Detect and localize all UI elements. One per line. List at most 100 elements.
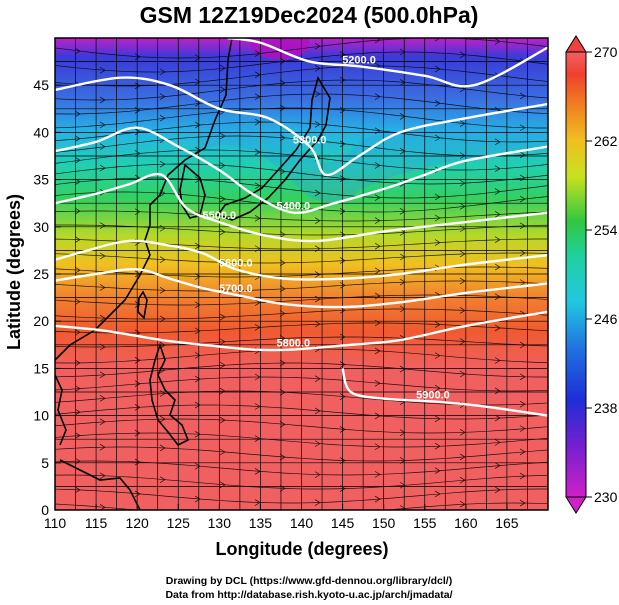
wind-arrow [374, 443, 381, 451]
wind-arrow [219, 416, 226, 424]
wind-arrow [134, 301, 141, 308]
wind-arrow [314, 217, 321, 225]
wind-arrow [399, 180, 406, 187]
wind-arrow [279, 134, 286, 142]
x-tick-label: 120 [125, 515, 149, 531]
wind-arrow [219, 64, 226, 72]
wind-arrow [194, 462, 201, 470]
colorbar-min-triangle [565, 496, 587, 514]
wind-arrow [519, 222, 526, 230]
wind-arrow [339, 426, 346, 433]
x-tick-label: 135 [249, 515, 273, 531]
colorbar-labels: 270 262 254 246 238 230 [586, 44, 618, 505]
wind-arrow [194, 242, 201, 250]
x-tick-label: 125 [167, 515, 191, 531]
wind-arrow [219, 132, 226, 140]
x-tick-label: 115 [85, 515, 108, 531]
wind-arrow [519, 151, 526, 159]
wind-arrow [74, 457, 81, 465]
wind-arrow [374, 242, 381, 250]
wind-arrow [254, 71, 261, 79]
colorbar-tick-label: 270 [594, 44, 618, 60]
wind-arrow [279, 231, 286, 238]
streamline [55, 266, 548, 278]
wind-arrow [519, 279, 526, 286]
wind-arrow [99, 395, 106, 402]
wind-arrow [434, 321, 441, 328]
colorbar: 270 262 254 246 238 230 [565, 35, 618, 514]
wind-arrow [399, 253, 406, 261]
wind-arrow [494, 486, 501, 494]
wind-arrow [134, 128, 141, 136]
wind-arrow [519, 472, 526, 480]
height-contours: 5200.0 5300.0 5400.0 5500.0 5600.0 5700.0 5800… [55, 38, 548, 417]
x-tick-label: 145 [331, 515, 355, 531]
wind-arrow [74, 135, 81, 142]
contour-line [55, 239, 548, 281]
wind-arrow [434, 134, 441, 142]
wind-arrow [339, 231, 346, 239]
colorbar-bar [565, 51, 587, 498]
colorbar-tick-label: 238 [594, 400, 618, 416]
contour-line [55, 172, 548, 243]
streamline [55, 121, 548, 143]
wind-arrow [254, 50, 261, 57]
wind-arrow [194, 375, 201, 383]
wind-arrow [494, 236, 501, 243]
wind-arrow [339, 485, 346, 492]
wind-arrow [279, 389, 286, 396]
wind-arrow [314, 471, 321, 478]
wind-arrow [434, 384, 441, 392]
wind-arrow [519, 341, 526, 349]
wind-arrow [254, 93, 261, 100]
wind-arrow [434, 442, 441, 450]
wind-arrow [339, 140, 346, 148]
wind-arrow [219, 313, 226, 321]
wind-arrow [314, 42, 321, 50]
wind-arrow [254, 215, 261, 222]
colorbar-max-triangle [565, 35, 587, 53]
wind-arrow [279, 310, 286, 317]
wind-arrow [194, 327, 201, 335]
wind-arrow [374, 267, 381, 275]
wind-arrow [399, 113, 406, 120]
wind-arrow [219, 195, 226, 203]
wind-arrow [219, 228, 226, 236]
wind-arrow [494, 439, 501, 446]
wind-arrow [399, 278, 406, 286]
wind-arrow [459, 203, 466, 210]
wind-arrow [254, 468, 261, 475]
wind-arrow [374, 379, 381, 387]
wind-arrow [74, 298, 81, 305]
wind-arrow [99, 314, 106, 322]
wind-arrow [99, 164, 106, 172]
wind-arrow [459, 338, 466, 345]
streamline [55, 38, 548, 59]
wind-arrow [374, 127, 381, 135]
wind-arrow [99, 252, 106, 260]
wind-arrow [519, 448, 526, 456]
indochina-coastline [55, 374, 67, 446]
wind-arrow [399, 79, 406, 86]
wind-arrow [519, 92, 526, 100]
contour-label: 5800.0 [276, 338, 310, 350]
y-tick-label: 40 [33, 124, 49, 140]
wind-arrow [99, 472, 106, 480]
wind-arrow [134, 208, 141, 216]
wind-arrow [194, 273, 201, 280]
wind-arrow [99, 222, 106, 229]
contour-line [341, 368, 548, 417]
credit-line-2: Data from http://database.rish.kyoto-u.a… [165, 589, 452, 601]
wind-arrow [399, 457, 406, 464]
wind-arrow [459, 453, 466, 461]
wind-arrow [279, 453, 286, 461]
wind-arrow [219, 448, 226, 456]
wind-arrow [399, 48, 406, 56]
wind-arrow [159, 315, 166, 323]
wind-arrow [459, 277, 466, 285]
wind-arrow [459, 152, 466, 159]
y-tick-label: 45 [33, 77, 49, 93]
y-tick-label: 25 [33, 266, 49, 282]
wind-arrow [434, 193, 441, 201]
